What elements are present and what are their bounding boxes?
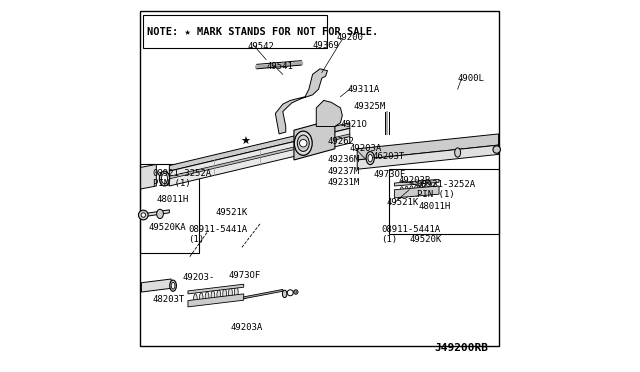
Ellipse shape (414, 185, 418, 196)
Bar (143, 15, 328, 48)
Text: 49203B: 49203B (398, 176, 430, 185)
Ellipse shape (200, 293, 203, 304)
Polygon shape (294, 119, 335, 160)
Text: NOTE: ★ MARK STANDS FOR NOT FOR SALE.: NOTE: ★ MARK STANDS FOR NOT FOR SALE. (147, 27, 378, 36)
Ellipse shape (429, 183, 433, 195)
Text: 49369: 49369 (312, 41, 339, 50)
Ellipse shape (172, 282, 175, 289)
Text: 49521K: 49521K (387, 198, 419, 207)
Circle shape (300, 140, 307, 147)
Text: 49203A: 49203A (231, 323, 263, 332)
Polygon shape (141, 164, 156, 189)
Text: 49541: 49541 (266, 62, 293, 71)
Circle shape (493, 146, 500, 153)
Polygon shape (170, 123, 349, 171)
Polygon shape (188, 294, 244, 307)
Ellipse shape (419, 185, 423, 196)
Ellipse shape (424, 184, 428, 195)
Text: 49231M: 49231M (328, 178, 360, 187)
Text: 4973OF: 4973OF (229, 271, 261, 280)
Text: 48011H: 48011H (419, 202, 451, 211)
Text: 4921O: 4921O (340, 120, 367, 129)
Circle shape (294, 290, 298, 294)
Bar (140, 11, 499, 346)
Ellipse shape (410, 186, 413, 197)
Polygon shape (141, 279, 172, 292)
Ellipse shape (404, 186, 408, 198)
Text: 48011H: 48011H (156, 195, 189, 203)
Polygon shape (394, 186, 439, 198)
Text: 08921-3252A
PIN (1): 08921-3252A PIN (1) (152, 169, 212, 188)
Text: 492O3-: 492O3- (182, 273, 214, 282)
Text: J49200RB: J49200RB (435, 343, 488, 353)
Text: 49520K: 49520K (410, 235, 442, 244)
Text: 49325M: 49325M (353, 102, 386, 110)
Ellipse shape (223, 289, 227, 300)
Ellipse shape (205, 292, 209, 303)
Polygon shape (244, 289, 283, 299)
Polygon shape (316, 100, 342, 126)
Ellipse shape (366, 152, 374, 165)
Text: 08911-5441A
(1): 08911-5441A (1) (188, 225, 247, 244)
Ellipse shape (368, 154, 372, 162)
Text: 49262: 49262 (328, 137, 355, 146)
Text: 49521K: 49521K (216, 208, 248, 217)
Ellipse shape (217, 290, 221, 301)
Ellipse shape (294, 131, 312, 155)
Ellipse shape (159, 171, 170, 186)
Text: 49237M: 49237M (328, 167, 360, 176)
Ellipse shape (161, 173, 168, 184)
Ellipse shape (157, 209, 163, 219)
Text: 08911-5441A
(1): 08911-5441A (1) (381, 225, 440, 244)
Text: 49236M: 49236M (328, 155, 360, 164)
Ellipse shape (454, 148, 461, 157)
Polygon shape (357, 145, 499, 169)
Ellipse shape (170, 280, 177, 291)
Ellipse shape (433, 183, 437, 194)
Ellipse shape (193, 294, 197, 305)
Polygon shape (188, 284, 244, 294)
Ellipse shape (298, 135, 309, 151)
Text: 08921-3252A
PIN (1): 08921-3252A PIN (1) (417, 180, 476, 199)
Text: ★: ★ (240, 137, 250, 147)
Circle shape (287, 290, 293, 296)
Text: 49311A: 49311A (348, 85, 380, 94)
Polygon shape (168, 134, 349, 179)
Polygon shape (275, 69, 328, 134)
Text: 49542: 49542 (248, 42, 275, 51)
Circle shape (138, 210, 148, 220)
Text: 48203T: 48203T (152, 295, 185, 304)
Text: 49200: 49200 (337, 33, 364, 42)
Text: 46203T: 46203T (372, 152, 404, 161)
Text: 49520KA: 49520KA (149, 223, 186, 232)
Ellipse shape (400, 187, 404, 198)
Ellipse shape (282, 290, 287, 298)
Polygon shape (145, 210, 170, 217)
Text: 4900L: 4900L (458, 74, 484, 83)
Polygon shape (170, 128, 349, 186)
Bar (389, 169, 499, 234)
Text: 49203A: 49203A (349, 144, 382, 153)
Polygon shape (394, 179, 439, 186)
Bar (140, 164, 199, 253)
Text: 4973OF: 4973OF (374, 170, 406, 179)
Ellipse shape (234, 286, 238, 298)
Ellipse shape (211, 291, 215, 302)
Polygon shape (357, 134, 499, 160)
Ellipse shape (228, 288, 232, 299)
Circle shape (141, 213, 145, 217)
Circle shape (294, 291, 297, 293)
